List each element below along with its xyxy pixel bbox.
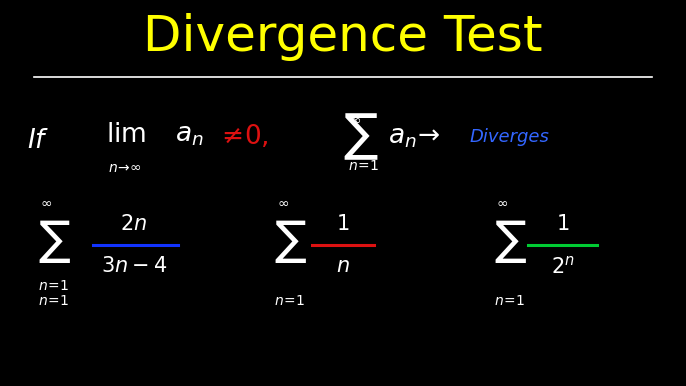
Text: $n\!=\!1$: $n\!=\!1$ <box>494 294 525 308</box>
Text: $3n-4$: $3n-4$ <box>101 256 167 276</box>
Text: $n$: $n$ <box>336 256 350 276</box>
Text: $2^n$: $2^n$ <box>551 256 574 277</box>
Text: $n\!=\!1$: $n\!=\!1$ <box>38 279 69 293</box>
Text: $\mathit{If}$: $\mathit{If}$ <box>27 128 50 154</box>
Text: Divergence Test: Divergence Test <box>143 13 543 61</box>
Text: $n\!=\!1$: $n\!=\!1$ <box>274 294 305 308</box>
Text: $\sum$: $\sum$ <box>343 112 379 162</box>
Text: $\lim$: $\lim$ <box>106 122 147 148</box>
Text: $\sum$: $\sum$ <box>494 218 527 265</box>
Text: $\neq\! 0,$: $\neq\! 0,$ <box>216 123 269 150</box>
Text: $a_n$: $a_n$ <box>175 122 204 148</box>
Text: $2n$: $2n$ <box>120 214 147 234</box>
Text: $a_n \!\rightarrow$: $a_n \!\rightarrow$ <box>388 124 440 150</box>
Text: $n\!=\!1$: $n\!=\!1$ <box>38 294 69 308</box>
Text: $\sum$: $\sum$ <box>38 218 71 265</box>
Text: $\infty$: $\infty$ <box>349 113 362 127</box>
Text: $n\!=\!1$: $n\!=\!1$ <box>348 159 379 173</box>
Text: $\sum$: $\sum$ <box>274 218 307 265</box>
Text: $\infty$: $\infty$ <box>40 196 52 210</box>
Text: Diverges: Diverges <box>470 128 549 146</box>
Text: $1$: $1$ <box>336 214 350 234</box>
Text: $n\!\rightarrow\!\infty$: $n\!\rightarrow\!\infty$ <box>108 161 142 175</box>
Text: $\infty$: $\infty$ <box>496 196 508 210</box>
Text: $1$: $1$ <box>556 214 569 234</box>
Text: $\infty$: $\infty$ <box>276 196 289 210</box>
